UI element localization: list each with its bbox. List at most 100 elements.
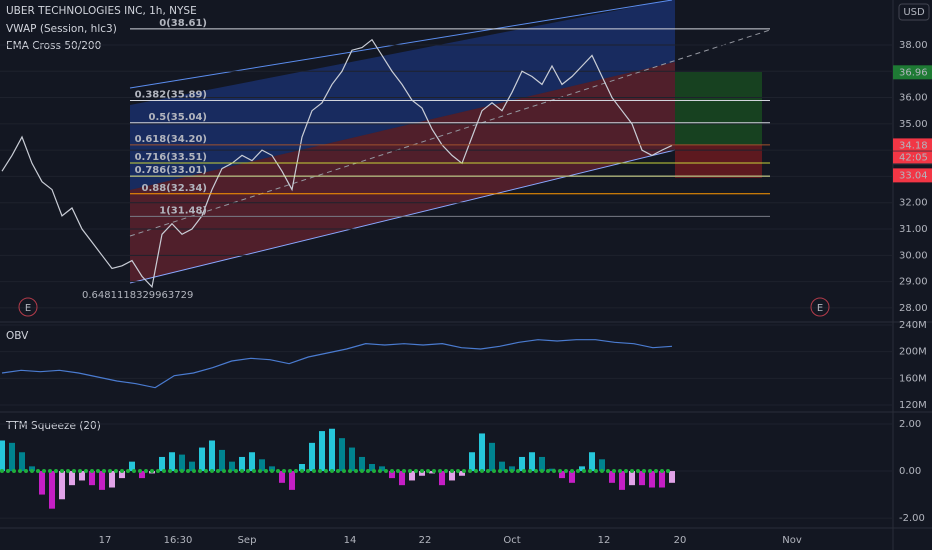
- price-tag: [893, 168, 932, 183]
- annotation: 0.6481118329963729: [82, 290, 193, 301]
- squeeze-dot: [414, 469, 418, 474]
- squeeze-dot: [390, 469, 394, 474]
- x-tick-label: 20: [674, 535, 687, 546]
- fib-label: 1(31.48): [159, 205, 207, 216]
- histogram-bar: [269, 466, 275, 472]
- squeeze-dot: [54, 469, 58, 474]
- histogram-bar: [639, 471, 645, 486]
- y-tick-label: 30.00: [899, 250, 928, 261]
- squeeze-dot: [654, 469, 658, 474]
- squeeze-dot: [216, 469, 220, 474]
- x-tick-label: Sep: [238, 535, 257, 546]
- y-tick-label: 200M: [899, 347, 927, 358]
- squeeze-dot: [642, 469, 646, 474]
- squeeze-dot: [366, 469, 370, 474]
- squeeze-dot: [264, 469, 268, 474]
- squeeze-dot: [576, 469, 580, 474]
- position-profit: [675, 72, 762, 145]
- squeeze-dot: [174, 469, 178, 474]
- price-line: [1, 339, 673, 389]
- squeeze-dot: [288, 469, 292, 474]
- squeeze-dot: [552, 469, 556, 474]
- fib-label: 0.88(32.34): [142, 183, 207, 194]
- histogram-bar: [359, 456, 365, 472]
- squeeze-dot: [90, 469, 94, 474]
- histogram-bar: [389, 471, 395, 479]
- squeeze-dot: [474, 469, 478, 474]
- squeeze-dot: [150, 469, 154, 474]
- squeeze-dot: [102, 469, 106, 474]
- histogram-bar: [19, 452, 25, 472]
- squeeze-dot: [282, 469, 286, 474]
- histogram-bar: [79, 471, 85, 481]
- squeeze-dot: [432, 469, 436, 474]
- x-tick-label: Nov: [782, 535, 802, 546]
- currency[interactable]: USD: [903, 7, 925, 18]
- squeeze-dot: [402, 469, 406, 474]
- squeeze-dot: [618, 469, 622, 474]
- squeeze-dot: [594, 469, 598, 474]
- squeeze-dot: [570, 469, 574, 474]
- squeeze-dot: [312, 469, 316, 474]
- squeeze-dot: [6, 469, 10, 474]
- earnings-label: E: [817, 303, 823, 314]
- y-tick-label: 240M: [899, 320, 927, 331]
- squeeze-dot: [546, 469, 550, 474]
- fib-label: 0(38.61): [159, 18, 207, 29]
- squeeze-dot: [522, 469, 526, 474]
- price-tag-label: 36.96: [899, 67, 928, 78]
- squeeze-dot: [372, 469, 376, 474]
- squeeze-dot: [438, 469, 442, 474]
- channel-line: [129, 0, 673, 89]
- histogram-bar: [549, 468, 555, 472]
- histogram-bar: [669, 471, 675, 483]
- squeeze-dot: [18, 469, 22, 474]
- squeeze-dot: [426, 469, 430, 474]
- histogram-bar: [609, 471, 615, 483]
- squeeze-dot: [168, 469, 172, 474]
- squeeze-dot: [144, 469, 148, 474]
- squeeze-dot: [156, 469, 160, 474]
- histogram-bar: [449, 471, 455, 481]
- histogram-bar: [279, 471, 285, 483]
- currency-box[interactable]: [898, 3, 930, 21]
- squeeze-dot: [510, 469, 514, 474]
- histogram-bar: [69, 471, 75, 486]
- squeeze-dot: [336, 469, 340, 474]
- squeeze-dot: [492, 469, 496, 474]
- histogram-bar: [619, 471, 625, 490]
- squeeze-dot: [198, 469, 202, 474]
- y-tick-label: 36.00: [899, 93, 928, 104]
- squeeze-dot: [636, 469, 640, 474]
- squeeze-dot: [42, 469, 46, 474]
- squeeze-dot: [222, 469, 226, 474]
- squeeze-dot: [276, 469, 280, 474]
- squeeze-dot: [60, 469, 64, 474]
- y-tick-label: 38.00: [899, 40, 928, 51]
- squeeze-dot: [480, 469, 484, 474]
- squeeze-dot: [72, 469, 76, 474]
- squeeze-dot: [162, 469, 166, 474]
- squeeze-dot: [210, 469, 214, 474]
- histogram-bar: [209, 440, 215, 472]
- histogram-bar: [439, 471, 445, 486]
- channel-median: [129, 29, 771, 237]
- squeeze-dot: [24, 469, 28, 474]
- squeeze-dot: [624, 469, 628, 474]
- squeeze-dot: [252, 469, 256, 474]
- histogram-bar: [349, 447, 355, 472]
- histogram-bar: [229, 461, 235, 472]
- squeeze-dot: [258, 469, 262, 474]
- histogram-bar: [479, 433, 485, 472]
- histogram-bar: [289, 471, 295, 490]
- histogram-bar: [519, 456, 525, 472]
- y-tick-label: 31.00: [899, 224, 928, 235]
- histogram-bar: [109, 471, 115, 488]
- earnings-label: E: [25, 303, 31, 314]
- histogram-bar: [489, 442, 495, 472]
- squeeze-dot: [0, 469, 4, 474]
- y-tick-label: 120M: [899, 400, 927, 411]
- squeeze-dot: [108, 469, 112, 474]
- squeeze-dot: [120, 469, 124, 474]
